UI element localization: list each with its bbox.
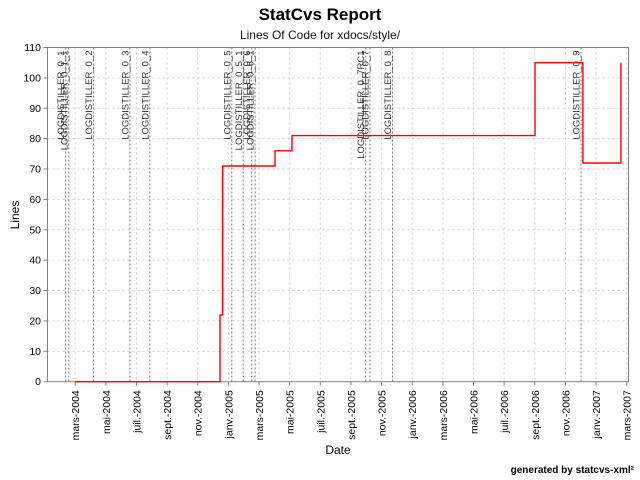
svg-text:sept.-2006: sept.-2006 bbox=[530, 390, 542, 440]
svg-text:mars-2004: mars-2004 bbox=[70, 390, 82, 440]
svg-text:70: 70 bbox=[29, 164, 41, 176]
y-axis-title: Lines bbox=[8, 200, 22, 230]
svg-text:LOGDISTILLER_0_3: LOGDISTILLER_0_3 bbox=[120, 51, 131, 140]
svg-text:mars-2006: mars-2006 bbox=[438, 390, 450, 440]
svg-text:LOGDISTILLER_0_6_1: LOGDISTILLER_0_6_1 bbox=[246, 51, 257, 151]
svg-text:mai-2006: mai-2006 bbox=[469, 390, 481, 434]
svg-text:janv.-2005: janv.-2005 bbox=[223, 390, 235, 439]
svg-text:mars-2007: mars-2007 bbox=[622, 390, 634, 440]
svg-text:30: 30 bbox=[29, 285, 41, 297]
svg-text:nov.-2004: nov.-2004 bbox=[193, 390, 205, 436]
chart-subtitle: Lines Of Code for xdocs/style/ bbox=[239, 28, 401, 42]
svg-text:sept.-2005: sept.-2005 bbox=[346, 390, 358, 440]
svg-text:100: 100 bbox=[23, 72, 41, 84]
svg-text:mai-2005: mai-2005 bbox=[285, 390, 297, 434]
svg-text:LOGDISTILLER_0_5: LOGDISTILLER_0_5 bbox=[222, 50, 233, 139]
svg-text:juil.-2004: juil.-2004 bbox=[131, 390, 143, 434]
svg-text:LOGDISTILLER_0_7RC1: LOGDISTILLER_0_7RC1 bbox=[356, 51, 367, 159]
svg-text:nov.-2005: nov.-2005 bbox=[377, 390, 389, 436]
svg-text:mai-2004: mai-2004 bbox=[101, 390, 113, 434]
svg-text:80: 80 bbox=[29, 133, 41, 145]
svg-text:0: 0 bbox=[35, 376, 41, 388]
svg-text:10: 10 bbox=[29, 346, 41, 358]
x-axis-title: Date bbox=[325, 443, 351, 457]
svg-text:60: 60 bbox=[29, 194, 41, 206]
svg-text:40: 40 bbox=[29, 255, 41, 267]
svg-text:juil.-2006: juil.-2006 bbox=[499, 390, 511, 434]
svg-text:LOGDISTILLER_0_6: LOGDISTILLER_0_6 bbox=[242, 51, 253, 140]
generator-credit: generated by statcvs-xml² bbox=[510, 465, 634, 476]
svg-text:LOGDISTILLER_0_2: LOGDISTILLER_0_2 bbox=[84, 51, 95, 140]
svg-text:90: 90 bbox=[29, 103, 41, 115]
svg-text:LOGDISTILLER_0_8: LOGDISTILLER_0_8 bbox=[383, 51, 394, 140]
svg-text:LOGDISTILLER_0_5_1: LOGDISTILLER_0_5_1 bbox=[234, 51, 245, 151]
svg-text:110: 110 bbox=[24, 42, 41, 54]
svg-text:sept.-2004: sept.-2004 bbox=[162, 390, 174, 440]
svg-text:janv.-2007: janv.-2007 bbox=[591, 390, 603, 439]
svg-text:LOGDISTILLER_0_1: LOGDISTILLER_0_1 bbox=[56, 51, 67, 140]
page-title: StatCvs Report bbox=[258, 5, 382, 24]
svg-text:juil.-2005: juil.-2005 bbox=[315, 390, 327, 434]
svg-text:janv.-2006: janv.-2006 bbox=[407, 390, 419, 439]
svg-text:LOGDISTILLER_0_4: LOGDISTILLER_0_4 bbox=[140, 51, 151, 140]
svg-text:mars-2005: mars-2005 bbox=[254, 390, 266, 440]
svg-text:LOGDISTILLER_0_7: LOGDISTILLER_0_7 bbox=[360, 51, 371, 140]
svg-text:20: 20 bbox=[29, 315, 41, 327]
svg-text:50: 50 bbox=[29, 224, 41, 236]
svg-text:LOGDISTILLER_0_1_1: LOGDISTILLER_0_1_1 bbox=[59, 50, 70, 150]
svg-text:LOGDISTILLER_0_9: LOGDISTILLER_0_9 bbox=[572, 51, 583, 140]
svg-text:nov.-2006: nov.-2006 bbox=[560, 390, 572, 436]
